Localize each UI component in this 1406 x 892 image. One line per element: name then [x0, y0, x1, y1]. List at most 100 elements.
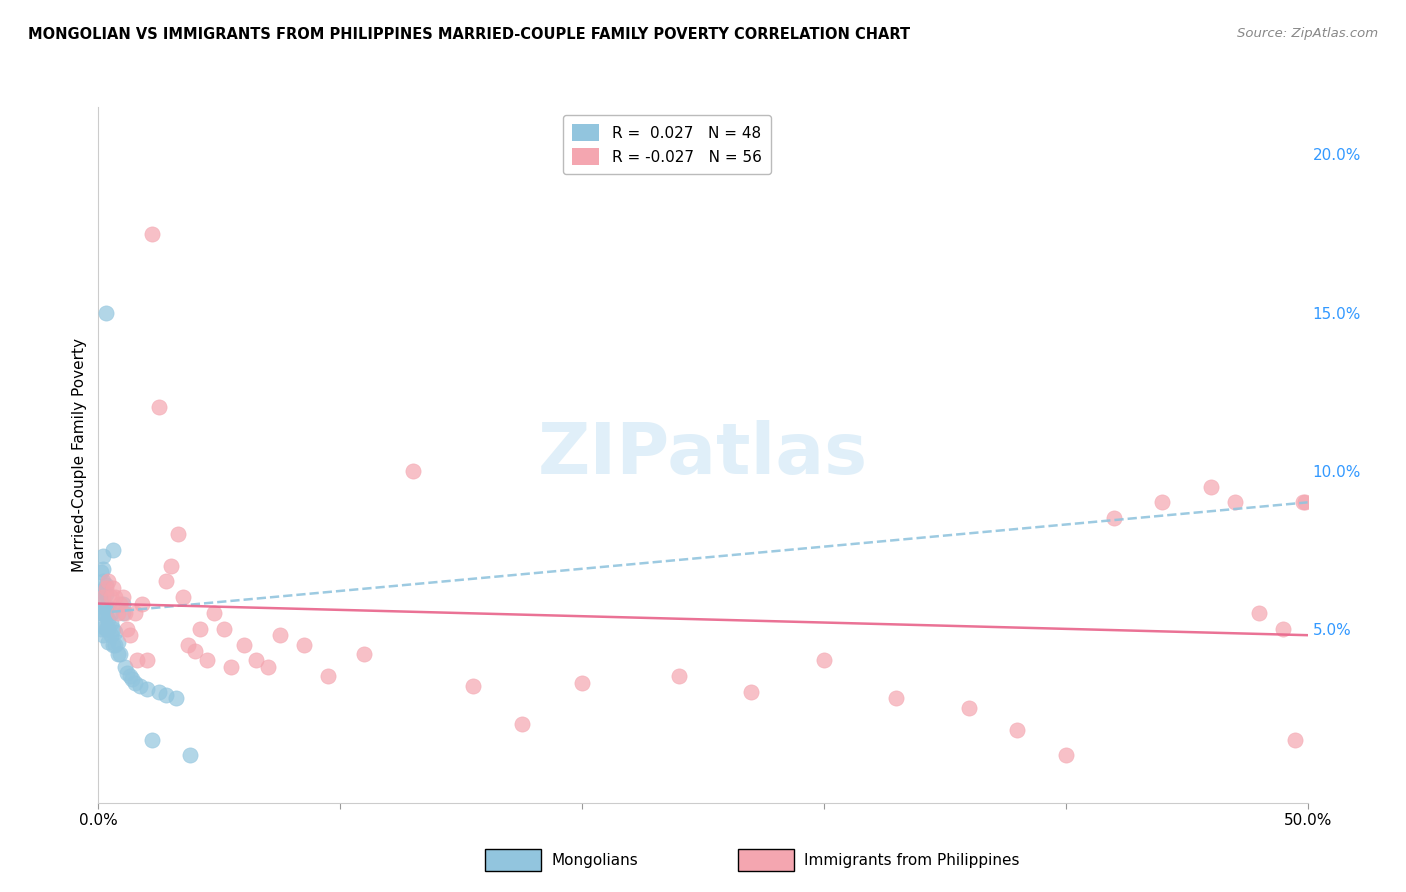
Point — [128, 679, 150, 693]
Point — [212, 622, 235, 636]
Point — [118, 628, 141, 642]
Point — [91, 591, 114, 605]
Point — [97, 574, 120, 589]
Point — [90, 606, 112, 620]
Text: Source: ZipAtlas.com: Source: ZipAtlas.com — [1237, 27, 1378, 40]
Point — [232, 638, 254, 652]
Point — [510, 716, 533, 731]
Point — [177, 638, 200, 652]
Point — [94, 581, 117, 595]
Point — [160, 558, 183, 573]
Point — [167, 527, 190, 541]
Point — [101, 622, 124, 636]
Point — [104, 625, 127, 640]
Point — [124, 675, 146, 690]
Point — [104, 638, 127, 652]
Point — [107, 647, 129, 661]
Point — [104, 591, 127, 605]
Point — [91, 583, 114, 598]
Point — [1294, 495, 1316, 509]
Point — [94, 609, 117, 624]
Point — [1284, 732, 1306, 747]
Point — [245, 653, 267, 667]
Point — [1199, 479, 1222, 493]
Point — [91, 597, 114, 611]
Point — [204, 606, 226, 620]
Point — [111, 591, 134, 605]
Point — [90, 583, 112, 598]
Point — [90, 565, 112, 579]
Point — [188, 622, 211, 636]
Point — [91, 606, 114, 620]
Point — [111, 597, 134, 611]
Point — [165, 691, 187, 706]
Point — [221, 660, 243, 674]
Point — [111, 606, 134, 620]
Point — [118, 669, 141, 683]
Point — [135, 653, 157, 667]
Point — [101, 581, 124, 595]
Point — [141, 227, 163, 241]
Point — [1223, 495, 1246, 509]
Point — [91, 628, 114, 642]
Point — [195, 653, 218, 667]
Point — [107, 634, 129, 648]
Point — [184, 644, 207, 658]
Point — [94, 305, 117, 319]
Y-axis label: Married-Couple Family Poverty: Married-Couple Family Poverty — [72, 338, 87, 572]
Point — [740, 685, 762, 699]
Point — [148, 401, 170, 415]
Point — [1272, 622, 1295, 636]
Point — [1007, 723, 1029, 737]
Text: ZIPatlas: ZIPatlas — [538, 420, 868, 490]
Text: Mongolians: Mongolians — [551, 854, 638, 868]
Point — [316, 669, 339, 683]
Point — [94, 587, 117, 601]
Point — [114, 660, 136, 674]
Point — [91, 549, 114, 563]
Point — [117, 622, 139, 636]
Point — [668, 669, 690, 683]
Point — [292, 638, 315, 652]
Legend: R =  0.027   N = 48, R = -0.027   N = 56: R = 0.027 N = 48, R = -0.027 N = 56 — [562, 115, 770, 175]
Point — [101, 542, 124, 557]
Point — [1249, 606, 1271, 620]
Point — [813, 653, 835, 667]
Point — [886, 691, 908, 706]
Point — [97, 622, 120, 636]
Point — [97, 599, 120, 614]
Point — [94, 622, 117, 636]
Point — [1152, 495, 1174, 509]
Point — [135, 681, 157, 696]
Point — [107, 606, 129, 620]
Point — [141, 732, 163, 747]
Point — [94, 577, 117, 591]
Point — [94, 599, 117, 614]
Point — [957, 701, 980, 715]
Point — [269, 628, 291, 642]
Point — [101, 638, 124, 652]
Point — [100, 615, 122, 630]
Point — [353, 647, 375, 661]
Point — [91, 562, 114, 576]
Point — [100, 606, 122, 620]
Point — [97, 612, 120, 626]
Point — [402, 464, 425, 478]
Point — [100, 591, 122, 605]
Point — [108, 647, 131, 661]
Text: Immigrants from Philippines: Immigrants from Philippines — [804, 854, 1019, 868]
Point — [127, 653, 149, 667]
Point — [179, 748, 201, 763]
Point — [148, 685, 170, 699]
Point — [172, 591, 194, 605]
Point — [155, 688, 177, 702]
Point — [117, 666, 139, 681]
Point — [155, 574, 177, 589]
Point — [463, 679, 485, 693]
Point — [108, 597, 131, 611]
Point — [91, 618, 114, 632]
Point — [1292, 495, 1315, 509]
Point — [121, 673, 143, 687]
Point — [124, 606, 146, 620]
Point — [256, 660, 278, 674]
